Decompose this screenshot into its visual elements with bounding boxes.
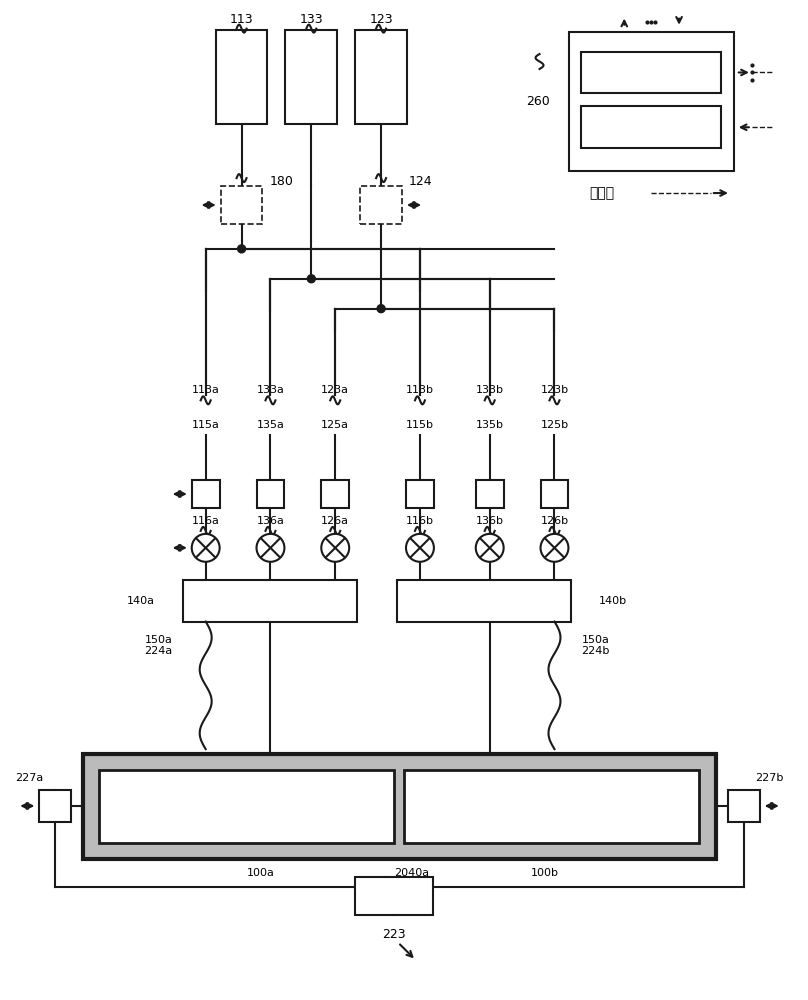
Text: 133a: 133a (256, 385, 284, 395)
Circle shape (238, 245, 246, 253)
Bar (541, 480, 569, 508)
Text: 133: 133 (300, 13, 323, 26)
Text: 227a: 227a (15, 773, 44, 783)
Text: 180: 180 (269, 175, 293, 188)
Text: 224b: 224b (582, 646, 610, 656)
Text: 信号线: 信号线 (589, 186, 615, 200)
Circle shape (377, 305, 385, 313)
Text: 126b: 126b (541, 516, 569, 526)
Text: 260: 260 (526, 95, 549, 108)
Text: 135a: 135a (256, 420, 284, 430)
Text: 113a: 113a (191, 385, 220, 395)
Text: 136b: 136b (476, 516, 503, 526)
Bar (183, 580, 357, 622)
Text: 123: 123 (369, 13, 393, 26)
Circle shape (307, 275, 315, 283)
Text: 115a: 115a (191, 420, 220, 430)
Text: 113b: 113b (406, 385, 434, 395)
Bar (40, 790, 71, 822)
Text: 100a: 100a (246, 868, 274, 878)
Text: 136a: 136a (256, 516, 284, 526)
Bar (99, 770, 394, 843)
Text: 150a: 150a (145, 635, 173, 645)
Text: 125a: 125a (322, 420, 349, 430)
Text: 125b: 125b (541, 420, 569, 430)
Text: 113: 113 (229, 13, 254, 26)
Circle shape (191, 534, 220, 562)
Text: 140a: 140a (127, 596, 155, 606)
Text: 123b: 123b (541, 385, 569, 395)
Bar (582, 106, 721, 148)
Text: 227b: 227b (755, 773, 784, 783)
Text: 116a: 116a (191, 516, 220, 526)
Text: 133b: 133b (476, 385, 503, 395)
Bar (356, 30, 407, 124)
Bar (404, 770, 699, 843)
Bar (728, 790, 760, 822)
Bar (476, 480, 503, 508)
Bar (360, 186, 402, 224)
Bar (221, 186, 263, 224)
Bar (191, 480, 220, 508)
Text: 115b: 115b (406, 420, 434, 430)
Text: 116b: 116b (406, 516, 434, 526)
Bar (83, 754, 716, 859)
Text: 150a: 150a (582, 635, 609, 645)
Bar (582, 52, 721, 93)
Bar (322, 480, 349, 508)
Circle shape (322, 534, 349, 562)
Text: 2040a: 2040a (394, 868, 430, 878)
Circle shape (256, 534, 284, 562)
Text: 126a: 126a (322, 516, 349, 526)
Bar (397, 580, 571, 622)
Text: 140b: 140b (600, 596, 628, 606)
Bar (356, 877, 433, 915)
Text: 224a: 224a (145, 646, 173, 656)
Bar (216, 30, 267, 124)
Circle shape (541, 534, 569, 562)
Text: 123a: 123a (322, 385, 349, 395)
Circle shape (476, 534, 503, 562)
Bar (256, 480, 284, 508)
Bar (285, 30, 337, 124)
Bar (570, 32, 734, 171)
Text: 135b: 135b (476, 420, 503, 430)
Circle shape (406, 534, 434, 562)
Bar (406, 480, 434, 508)
Text: 100b: 100b (531, 868, 559, 878)
Text: 223: 223 (382, 928, 406, 941)
Text: 124: 124 (409, 175, 432, 188)
